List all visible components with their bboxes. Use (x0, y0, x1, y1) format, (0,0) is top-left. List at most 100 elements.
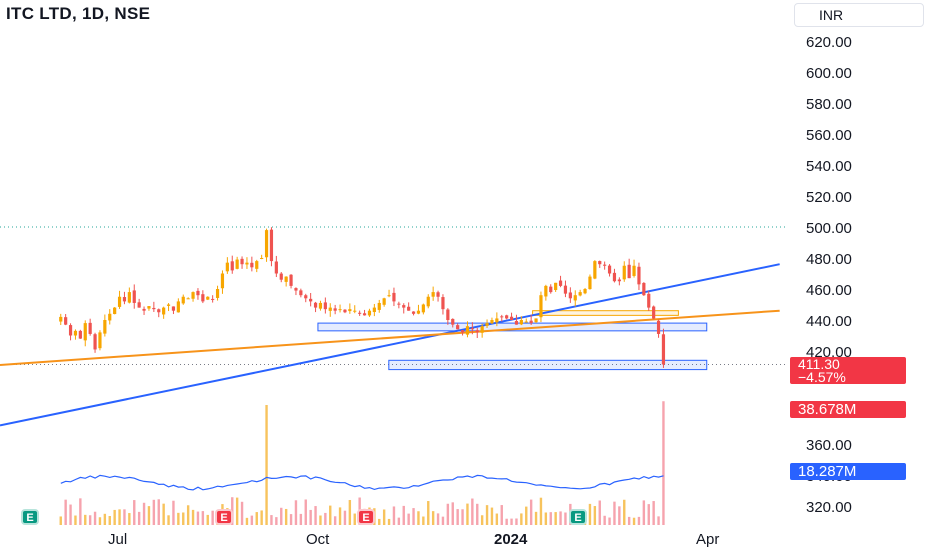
candle-body (431, 292, 435, 297)
candle-body (637, 266, 641, 285)
candle-body (68, 325, 73, 336)
volume-bar (240, 501, 244, 525)
candle-body (534, 318, 538, 323)
earnings-marker-3[interactable]: E (357, 509, 375, 525)
trendlines[interactable] (0, 263, 780, 427)
volume-bar (593, 506, 597, 525)
volume-bar (329, 505, 332, 525)
candle-body (338, 309, 342, 311)
price-tick: 600.00 (806, 65, 852, 82)
time-axis[interactable]: Jul Oct 2024 Apr (108, 531, 719, 548)
volume-bar (137, 511, 141, 525)
candle-body (617, 279, 621, 282)
volume-bar (613, 501, 616, 525)
candle-body (176, 301, 180, 313)
candle-body (372, 307, 376, 313)
volume-bar (627, 516, 631, 525)
price-tick: 440.00 (806, 313, 852, 330)
volume-bar (235, 497, 239, 525)
candle-body (362, 313, 367, 316)
candle-body (500, 316, 504, 318)
candle-body (519, 320, 523, 325)
price-tick: 480.00 (806, 251, 852, 268)
volume-bar (324, 512, 327, 525)
candle-body (377, 302, 381, 310)
candle-body (475, 330, 479, 333)
volume-bar (348, 499, 352, 525)
candle-body (171, 306, 176, 311)
volume-bar (128, 513, 131, 525)
candle-body (108, 313, 112, 321)
volume-bar (84, 514, 87, 525)
volume-bar (162, 503, 165, 525)
volume-bar (662, 401, 665, 525)
volume-bar (59, 516, 62, 525)
candle-body (446, 309, 450, 320)
volume-bar (93, 511, 97, 525)
volume-bar (618, 506, 621, 525)
volume-bar (353, 513, 356, 525)
volume-bar (299, 513, 303, 525)
volume-bar (182, 512, 185, 525)
last-price-badge: 411.30 −4.57% (790, 357, 906, 384)
candle-body (181, 296, 185, 304)
candle-body (83, 323, 87, 341)
volume-bar (152, 499, 156, 525)
zone-rectangles (317, 310, 708, 371)
candle-body (162, 307, 166, 315)
volume-bar (534, 511, 538, 525)
volume-bar (196, 511, 200, 525)
volume-bar (564, 512, 567, 525)
price-axis[interactable]: 620.00 600.00 580.00 560.00 540.00 520.00 500.… (806, 34, 852, 516)
candle-body (191, 292, 195, 299)
volume-bar (201, 511, 205, 525)
candle-body (157, 309, 161, 313)
volume-bar (147, 506, 151, 525)
volume-bar (495, 513, 499, 525)
volume-bar (387, 518, 391, 525)
volume-bar (422, 516, 425, 525)
volume-bar (314, 506, 317, 525)
candle-body (490, 320, 494, 324)
currency-selector[interactable]: INR (794, 3, 924, 27)
symbol-title[interactable]: ITC LTD, 1D, NSE (6, 4, 151, 23)
volume-bar (485, 505, 489, 525)
candle-body (578, 292, 582, 296)
trendline-1 (0, 309, 780, 366)
candle-body (460, 330, 465, 333)
candle-body (607, 265, 612, 274)
candle-body (593, 261, 597, 279)
volume-bar (392, 506, 396, 525)
candle-body (642, 282, 646, 296)
candle-body (549, 286, 553, 293)
candle-body (323, 302, 327, 310)
candle-body (152, 307, 156, 310)
volume-bar (378, 518, 381, 525)
volume-bar (417, 511, 420, 525)
volume-bar (476, 503, 479, 525)
volume-bar (211, 510, 214, 525)
volume-bar (397, 517, 401, 525)
candle-body (88, 322, 92, 334)
candle-body (573, 295, 577, 301)
earnings-marker-4[interactable]: E (569, 509, 587, 525)
candle-body (289, 274, 293, 286)
earnings-marker-2[interactable]: E (215, 509, 233, 525)
candle-body (245, 262, 249, 265)
candle-body (279, 273, 283, 280)
volume-bar (333, 516, 337, 525)
volume-bar (637, 516, 641, 525)
volume-bar (343, 510, 347, 525)
candle-body (411, 311, 416, 314)
candle-body (333, 308, 337, 311)
earnings-marker-1[interactable]: E (21, 509, 39, 525)
price-tick: 580.00 (806, 96, 852, 113)
candle-body (563, 285, 568, 294)
candle-body (348, 309, 352, 312)
candle-body (113, 307, 117, 315)
candle-body (73, 330, 78, 336)
volume-bar (250, 515, 254, 525)
candle-body (186, 298, 190, 300)
candle-body (103, 320, 107, 334)
